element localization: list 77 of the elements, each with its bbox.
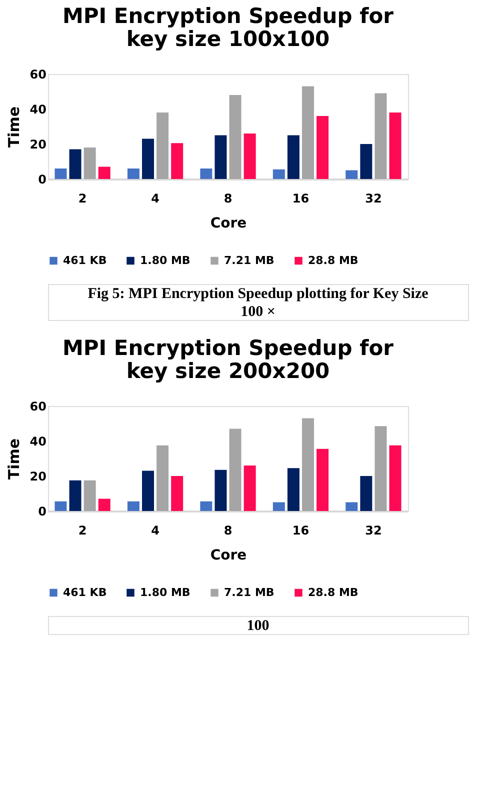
bar (272, 169, 285, 179)
bar (127, 168, 140, 179)
bar (374, 93, 387, 179)
bar (84, 148, 96, 179)
bar (142, 138, 154, 179)
bar (346, 502, 358, 511)
bar (200, 168, 212, 179)
bar (316, 116, 329, 179)
text: key size 100x100 (126, 27, 330, 51)
bar (389, 445, 402, 511)
legend-label: 28.8 MB (308, 586, 358, 599)
bar (54, 501, 67, 511)
bar (214, 135, 227, 179)
x-tick-label: 2 (78, 192, 87, 206)
legend-label: 1.80 MB (140, 586, 190, 599)
bar (69, 480, 82, 511)
bar (200, 501, 212, 511)
x-tick-label: 32 (365, 524, 382, 538)
bar (214, 470, 227, 511)
legend-label: 7.21 MB (224, 586, 274, 599)
x-tick-label: 4 (151, 192, 160, 206)
bar (156, 445, 169, 511)
bar (127, 501, 140, 511)
bar (229, 428, 242, 511)
text: key size 200x200 (126, 359, 330, 383)
bar (244, 134, 256, 179)
y-tick-label: 40 (30, 102, 46, 116)
y-tick-label: 0 (38, 172, 46, 186)
text: 100 × (240, 304, 276, 320)
bar (302, 418, 314, 511)
bar (54, 168, 67, 179)
bar (316, 448, 329, 511)
x-tick-label: 8 (224, 192, 232, 206)
bar (374, 426, 387, 511)
bar (302, 86, 314, 179)
x-axis-title: Core (210, 548, 247, 564)
y-tick-label: 20 (30, 138, 46, 152)
bar (389, 112, 402, 179)
legend-label: 1.80 MB (140, 254, 190, 267)
bar (171, 476, 184, 511)
legend-label: 461 KB (63, 254, 107, 267)
x-tick-label: 4 (151, 524, 160, 538)
text: 100 (246, 618, 270, 634)
bar (272, 502, 285, 511)
bar (156, 112, 169, 179)
bar (287, 135, 300, 179)
bar (244, 466, 256, 511)
y-tick-label: 60 (30, 400, 46, 414)
legend-label: 7.21 MB (224, 254, 274, 267)
bar (360, 476, 372, 511)
text: MPI Encryption Speedup for (62, 4, 394, 28)
y-tick-label: 0 (38, 504, 46, 518)
legend-label: 461 KB (63, 586, 107, 599)
bar (84, 480, 96, 511)
bar (287, 468, 300, 511)
x-axis-title: Core (210, 216, 247, 232)
x-tick-label: 32 (365, 192, 382, 206)
text: MPI Encryption Speedup for (62, 336, 394, 360)
bar (171, 143, 184, 179)
x-tick-label: 8 (224, 524, 232, 538)
y-tick-label: 20 (30, 470, 46, 484)
x-tick-label: 16 (292, 192, 310, 206)
y-axis-title: Time (4, 106, 23, 148)
bar (360, 144, 372, 179)
bar (142, 470, 154, 511)
y-tick-label: 40 (30, 434, 46, 448)
bar (98, 498, 110, 511)
y-axis-title: Time (4, 438, 23, 480)
bar (98, 166, 110, 179)
caption: Fig 5: MPI Encryption Speedup plotting for Key Size (88, 286, 429, 302)
x-tick-label: 16 (292, 524, 310, 538)
y-tick-label: 60 (30, 68, 46, 82)
bar (229, 95, 242, 179)
legend-label: 28.8 MB (308, 254, 358, 267)
bar (346, 170, 358, 179)
bar (69, 149, 82, 179)
x-tick-label: 2 (78, 524, 87, 538)
